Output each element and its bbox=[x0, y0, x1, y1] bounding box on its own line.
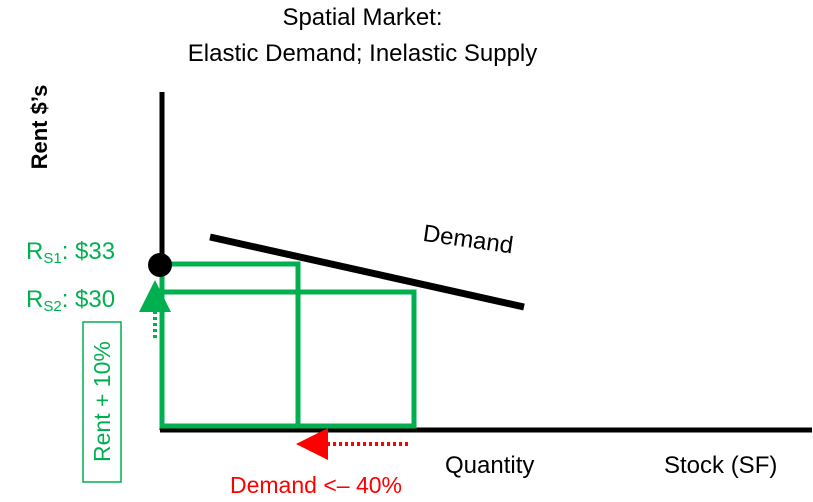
demand-change-annotation: Demand <– 40% bbox=[230, 472, 402, 498]
rent-change-annotation: Rent + 10% bbox=[89, 341, 115, 462]
diagram-title-line2: Elastic Demand; Inelastic Supply bbox=[187, 40, 538, 67]
x-axis-label-quantity: Quantity bbox=[445, 452, 535, 479]
revenue-rectangle-new bbox=[159, 289, 417, 429]
rent-change-box bbox=[82, 321, 122, 483]
demand-curve bbox=[209, 233, 525, 311]
rent-label-s1: RS1: $33 bbox=[26, 238, 116, 267]
equilibrium-point bbox=[148, 253, 172, 277]
revenue-rectangle-initial bbox=[159, 261, 301, 429]
x-axis-label-stock: Stock (SF) bbox=[664, 452, 778, 479]
diagram-title-line1: Spatial Market: bbox=[282, 4, 443, 31]
rent-label-s2: RS2: $30 bbox=[26, 286, 116, 315]
